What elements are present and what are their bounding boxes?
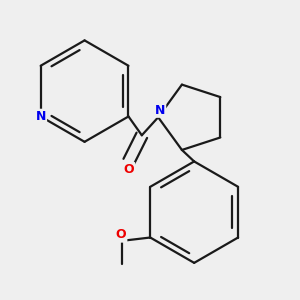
Text: N: N — [154, 103, 165, 117]
Text: O: O — [123, 163, 134, 176]
Text: O: O — [116, 228, 126, 242]
Text: N: N — [35, 110, 46, 123]
